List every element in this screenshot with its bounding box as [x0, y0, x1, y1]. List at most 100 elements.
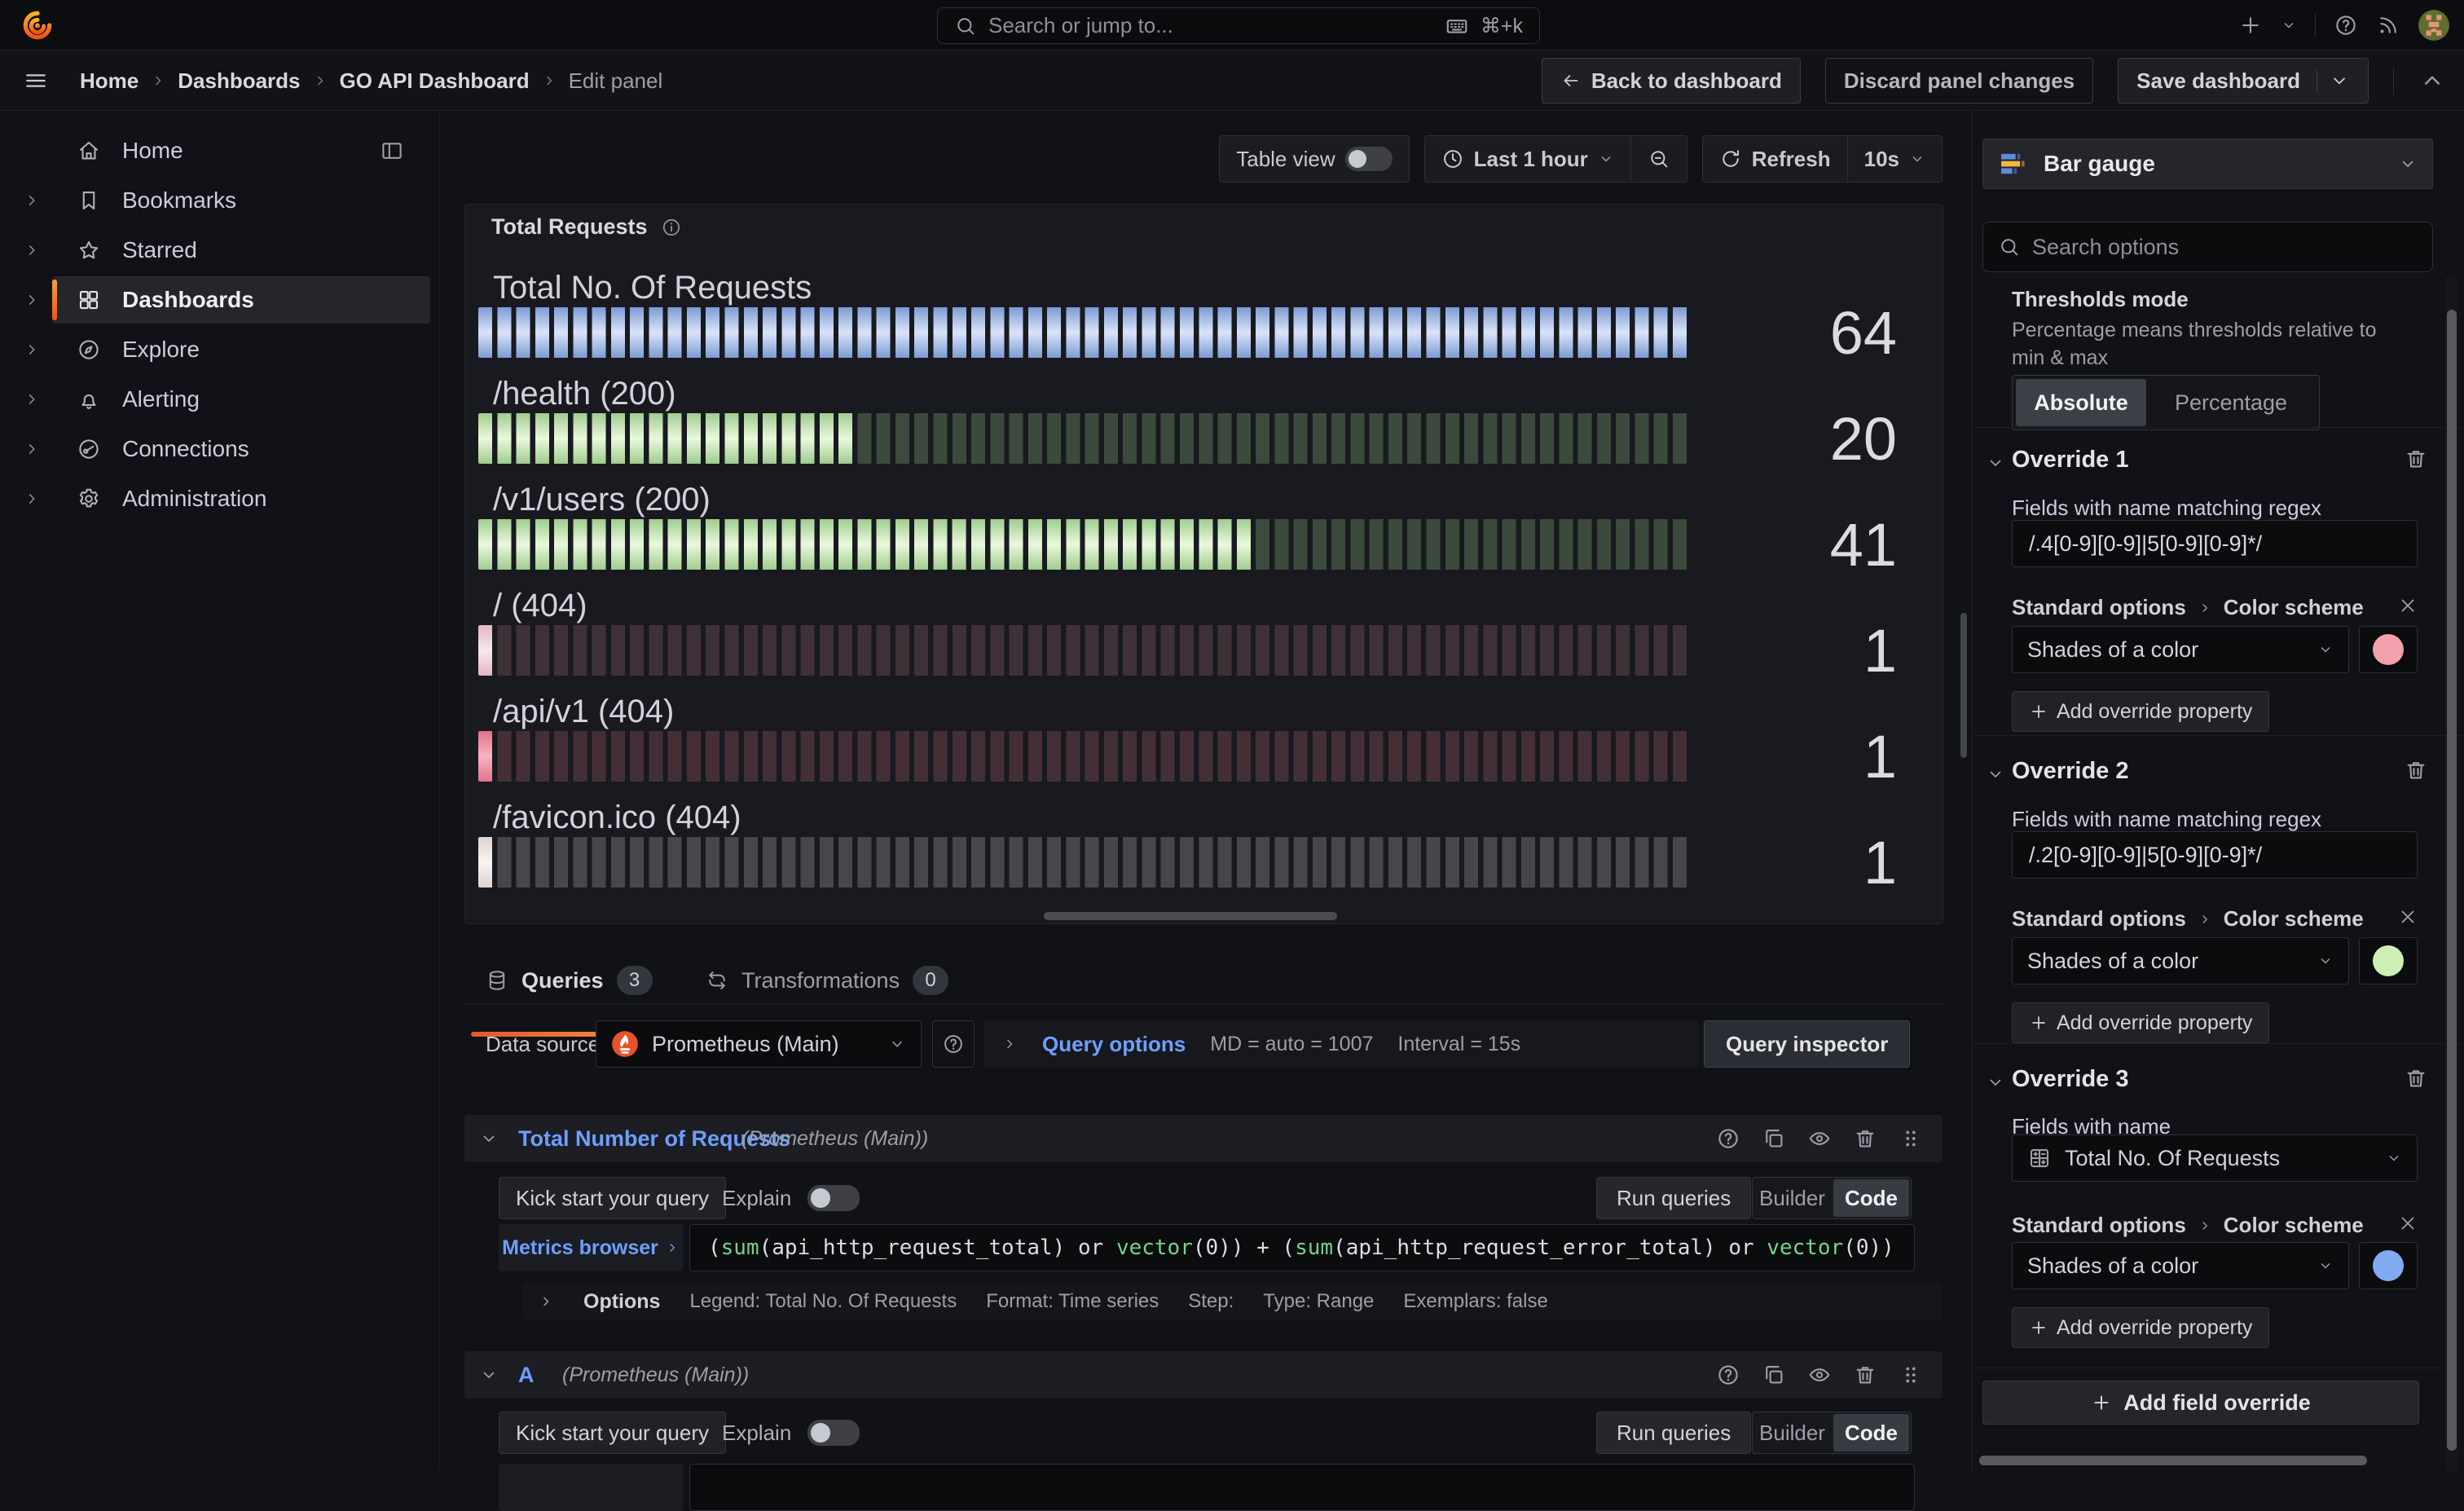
- search-input[interactable]: [988, 13, 1433, 38]
- query-help-icon[interactable]: [1716, 1126, 1740, 1151]
- delete-override-icon[interactable]: [2404, 758, 2428, 782]
- delete-override-icon[interactable]: [2404, 1066, 2428, 1090]
- query-row-header[interactable]: A (Prometheus (Main)): [464, 1351, 1943, 1399]
- color-swatch-button[interactable]: [2359, 937, 2418, 985]
- duplicate-icon[interactable]: [1762, 1363, 1786, 1387]
- builder-option[interactable]: Builder: [1754, 1179, 1830, 1217]
- menu-icon[interactable]: [23, 68, 49, 94]
- avatar[interactable]: [2418, 10, 2449, 41]
- percentage-option[interactable]: Percentage: [2146, 379, 2316, 426]
- options-scrollbar[interactable]: [2447, 310, 2457, 1451]
- override-regex-input[interactable]: [2012, 520, 2418, 567]
- breadcrumb-item-go-api-dashboard[interactable]: GO API Dashboard: [339, 68, 530, 93]
- run-queries-button[interactable]: Run queries: [1596, 1177, 1752, 1219]
- query-options-label[interactable]: Query options: [1042, 1031, 1186, 1056]
- query-row-header[interactable]: Total Number of Requests (Prometheus (Ma…: [464, 1115, 1943, 1162]
- add-override-property-button[interactable]: Add override property: [2012, 1307, 2270, 1348]
- discard-panel-button[interactable]: Discard panel changes: [1824, 58, 2094, 104]
- new-icon[interactable]: [2238, 13, 2263, 37]
- query-options-bar[interactable]: Query options MD = auto = 1007 Interval …: [983, 1020, 1699, 1068]
- chevron-down-icon[interactable]: [479, 1129, 499, 1148]
- options-search[interactable]: [1982, 222, 2433, 272]
- table-view-toggle[interactable]: [1344, 147, 1393, 171]
- disable-query-icon[interactable]: [1807, 1126, 1832, 1151]
- grafana-logo-icon[interactable]: [21, 9, 54, 42]
- sidebar-item-alerting[interactable]: Alerting: [0, 376, 440, 423]
- save-dashboard-button[interactable]: Save dashboard: [2118, 58, 2369, 104]
- tab-transformations[interactable]: Transformations 0: [706, 962, 949, 999]
- remove-property-icon[interactable]: [2397, 906, 2418, 927]
- sidebar-item-starred[interactable]: Starred: [0, 227, 440, 274]
- breadcrumb-item-dashboards[interactable]: Dashboards: [178, 68, 301, 93]
- explain-toggle[interactable]: [807, 1185, 860, 1211]
- chevron-right-icon[interactable]: [23, 490, 41, 508]
- chevron-down-icon[interactable]: [2317, 70, 2350, 91]
- color-scheme-select[interactable]: Shades of a color: [2012, 626, 2349, 673]
- chevron-down-icon[interactable]: [1986, 453, 2005, 473]
- disable-query-icon[interactable]: [1807, 1363, 1832, 1387]
- refresh-button[interactable]: Refresh: [1703, 136, 1847, 182]
- chevron-down-icon[interactable]: [1986, 1073, 2005, 1092]
- sidebar-item-administration[interactable]: Administration: [0, 475, 440, 522]
- sidebar-item-connections[interactable]: Connections: [0, 425, 440, 473]
- query-name[interactable]: A: [518, 1363, 535, 1387]
- delete-query-icon[interactable]: [1853, 1363, 1877, 1387]
- chevron-down-icon[interactable]: [1986, 764, 2005, 784]
- panel-header[interactable]: Total Requests: [491, 214, 682, 240]
- chevron-down-icon[interactable]: [2281, 17, 2297, 33]
- query-help-icon[interactable]: [1716, 1363, 1740, 1387]
- duplicate-icon[interactable]: [1762, 1126, 1786, 1151]
- chevron-right-icon[interactable]: [23, 192, 41, 209]
- chevron-right-icon[interactable]: [23, 440, 41, 458]
- metrics-browser-button[interactable]: Metrics browser: [499, 1224, 683, 1271]
- color-scheme-select[interactable]: Shades of a color: [2012, 937, 2349, 985]
- color-swatch-button[interactable]: [2359, 1242, 2418, 1289]
- color-swatch-button[interactable]: [2359, 626, 2418, 673]
- sidebar-item-home[interactable]: Home: [0, 127, 440, 174]
- remove-property-icon[interactable]: [2397, 595, 2418, 616]
- options-search-input[interactable]: [2032, 234, 2418, 260]
- query-expression[interactable]: (sum (api_http_request_total) or vector (0…: [689, 1224, 1915, 1271]
- add-field-override-button[interactable]: Add field override: [1982, 1381, 2419, 1425]
- drag-handle-icon[interactable]: [1899, 1126, 1923, 1151]
- color-scheme-select[interactable]: Shades of a color: [2012, 1242, 2349, 1289]
- run-queries-button[interactable]: Run queries: [1596, 1412, 1752, 1454]
- zoom-out-button[interactable]: [1631, 136, 1687, 182]
- info-icon[interactable]: [661, 217, 682, 238]
- absolute-option[interactable]: Absolute: [2016, 379, 2146, 426]
- builder-option[interactable]: Builder: [1754, 1414, 1830, 1452]
- news-icon[interactable]: [2376, 13, 2400, 37]
- delete-override-icon[interactable]: [2404, 447, 2428, 471]
- remove-property-icon[interactable]: [2397, 1213, 2418, 1234]
- explain-toggle[interactable]: [807, 1420, 860, 1446]
- datasource-help-button[interactable]: [932, 1020, 975, 1068]
- help-icon[interactable]: [2334, 13, 2358, 37]
- panel-horizontal-scrollbar[interactable]: [1044, 912, 1337, 920]
- back-to-dashboard-button[interactable]: Back to dashboard: [1541, 58, 1801, 104]
- time-range-button[interactable]: Last 1 hour: [1425, 136, 1630, 182]
- add-override-property-button[interactable]: Add override property: [2012, 1002, 2270, 1043]
- chevron-down-icon[interactable]: [479, 1365, 499, 1385]
- field-name-select[interactable]: Total No. Of Requests: [2012, 1134, 2418, 1182]
- kick-start-button[interactable]: Kick start your query: [499, 1177, 726, 1219]
- breadcrumb-item-home[interactable]: Home: [80, 68, 139, 93]
- options-horizontal-scrollbar[interactable]: [1979, 1456, 2367, 1465]
- main-scrollbar[interactable]: [1960, 613, 1967, 758]
- override-regex-input[interactable]: [2012, 831, 2418, 879]
- code-option[interactable]: Code: [1833, 1179, 1909, 1217]
- add-override-property-button[interactable]: Add override property: [2012, 691, 2270, 732]
- search-bar[interactable]: ⌘+k: [937, 7, 1540, 44]
- chevron-right-icon[interactable]: [23, 241, 41, 259]
- sidebar-item-bookmarks[interactable]: Bookmarks: [0, 177, 440, 224]
- panel-left-icon[interactable]: [380, 139, 404, 163]
- query-name[interactable]: Total Number of Requests: [518, 1126, 791, 1151]
- kick-start-button[interactable]: Kick start your query: [499, 1412, 726, 1454]
- tab-queries[interactable]: Queries 3: [486, 962, 653, 999]
- query-inspector-button[interactable]: Query inspector: [1704, 1020, 1911, 1068]
- sidebar-item-dashboards[interactable]: Dashboards: [0, 276, 440, 324]
- delete-query-icon[interactable]: [1853, 1126, 1877, 1151]
- code-option[interactable]: Code: [1833, 1414, 1909, 1452]
- sidebar-item-explore[interactable]: Explore: [0, 326, 440, 373]
- collapse-header-icon[interactable]: [2418, 67, 2446, 95]
- datasource-picker[interactable]: Prometheus (Main): [596, 1020, 922, 1068]
